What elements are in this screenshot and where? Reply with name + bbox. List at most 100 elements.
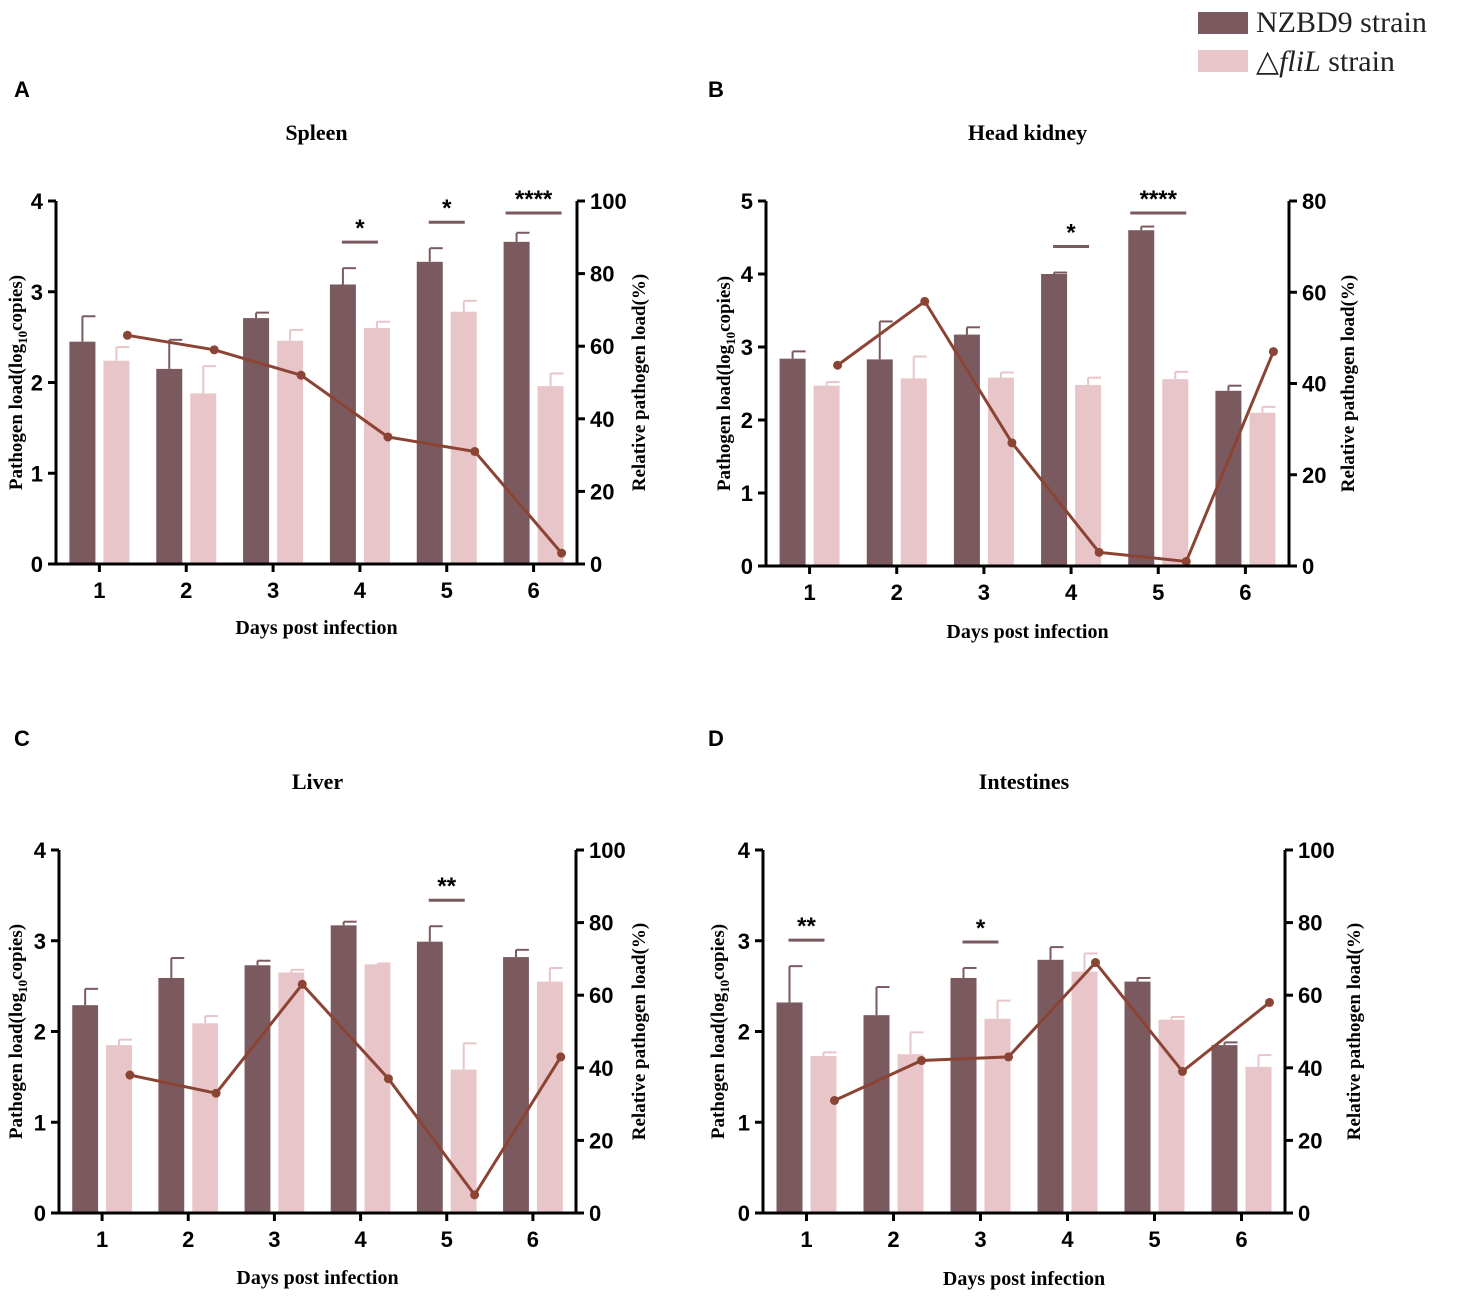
x-tick-label: 6 [527,1227,539,1252]
x-tick-label: 2 [182,1227,194,1252]
y-tick-label: 1 [741,481,753,506]
bar-delta-flil [1245,1066,1272,1213]
x-tick-label: 3 [978,580,990,605]
y-tick-label: 2 [738,1020,750,1045]
relative-load-point [1094,547,1104,557]
bar-nzbd9 [1124,981,1151,1213]
y2-tick-label: 60 [590,334,614,359]
bar-nzbd9 [863,1015,890,1213]
y-tick-label: 2 [34,1020,46,1045]
y-tick-label: 3 [31,280,43,305]
bar-delta-flil [106,1045,132,1213]
x-tick-label: 5 [441,578,453,603]
y2-tick-label: 100 [590,189,627,214]
panel-b: B Head kidney 0 1 2 3 4 5 0 20 40 60 80 1 2 3 4 5 6 Days p… [708,77,1359,643]
gene-name: fliL [1279,44,1321,78]
bar-delta-flil [987,377,1014,566]
y2-tick-label: 100 [589,838,626,863]
relative-load-point [920,296,930,306]
y-tick-label: 0 [741,554,753,579]
significance-label: **** [1140,186,1178,213]
relative-load-line [129,981,563,1198]
relative-load-point [556,1052,566,1062]
x-tick-label: 2 [180,578,192,603]
x-tick-label: 1 [803,580,815,605]
x-tick-label: 5 [1152,580,1164,605]
bar-delta-flil [190,393,217,564]
legend-item-nzbd9: NZBD9 strain [1198,4,1476,42]
bar-delta-flil [278,972,305,1213]
y-tick-label: 1 [738,1110,750,1135]
chart-title: Intestines [979,769,1070,794]
y-tick-label: 0 [34,1201,46,1226]
legend-item-delta-flil: △fliL strain [1198,42,1476,80]
significance-label: ** [797,913,816,940]
legend-swatch-delta-flil [1198,50,1248,72]
y2-tick-label: 0 [1298,1201,1310,1226]
x-tick-label: 6 [527,578,539,603]
strain-suffix: strain [1320,44,1395,78]
y2-tick-label: 40 [590,407,614,432]
y-axis-label: Pathogen load(log10copies) [708,924,732,1139]
y2-tick-label: 100 [1298,838,1335,863]
significance-label: * [355,215,365,242]
relative-load-point [833,360,843,370]
y2-tick-label: 80 [1302,189,1326,214]
x-tick-label: 4 [354,578,367,603]
y-tick-label: 4 [738,838,751,863]
y2-tick-label: 80 [589,911,613,936]
bar-nzbd9 [1041,274,1068,566]
relative-load-point [470,446,480,456]
bar-nzbd9 [503,957,529,1213]
y-axis-label: Pathogen load(log10copies) [714,276,738,491]
bar-nzbd9 [776,1002,803,1213]
relative-load-point [470,1190,480,1200]
relative-load-line [833,960,1271,1102]
relative-load-point [1007,438,1017,448]
bar-delta-flil [103,360,130,564]
relative-load-point [122,330,132,340]
bar-delta-flil [450,311,477,564]
x-axis-label: Days post infection [946,621,1108,643]
relative-load-point [1268,347,1278,357]
bar-delta-flil [810,1056,837,1213]
y2-tick-label: 60 [1302,280,1326,305]
bar-nzbd9 [72,1005,99,1213]
y-tick-label: 3 [738,929,750,954]
x-tick-label: 3 [268,1227,280,1252]
bar-delta-flil [900,378,927,566]
y2-axis-label: Relative pathogen load(%) [629,923,650,1140]
x-tick-label: 1 [93,578,105,603]
bar-delta-flil [363,328,390,564]
y-axis-label: Pathogen load(log10copies) [6,275,30,490]
y2-tick-label: 40 [589,1056,613,1081]
bar-nzbd9 [950,977,977,1213]
bar-delta-flil [192,1023,219,1213]
x-tick-label: 6 [1239,580,1251,605]
bar-nzbd9 [1037,959,1064,1213]
relative-load-point [211,1088,221,1098]
legend-swatch-nzbd9 [1198,12,1248,34]
y2-tick-label: 60 [589,983,613,1008]
significance-label: * [1066,220,1076,247]
legend-label-nzbd9: NZBD9 strain [1256,6,1427,39]
y2-tick-label: 0 [589,1201,601,1226]
y2-tick-label: 80 [590,262,614,287]
chart-title: Head kidney [968,120,1087,145]
y-axis-label: Pathogen load(log10copies) [6,924,30,1139]
bar-delta-flil [897,1054,924,1213]
y2-tick-label: 0 [590,552,602,577]
y-tick-label: 2 [741,408,753,433]
y-tick-label: 3 [34,929,46,954]
x-tick-label: 1 [800,1227,812,1252]
y-tick-label: 0 [31,552,43,577]
bar-nzbd9 [330,925,357,1213]
bar-delta-flil [984,1018,1011,1213]
y2-tick-label: 20 [589,1128,613,1153]
bar-nzbd9 [1211,1045,1238,1213]
y2-axis-label: Relative pathogen load(%) [1338,275,1359,492]
x-tick-label: 2 [891,580,903,605]
bar-delta-flil [1162,379,1189,566]
